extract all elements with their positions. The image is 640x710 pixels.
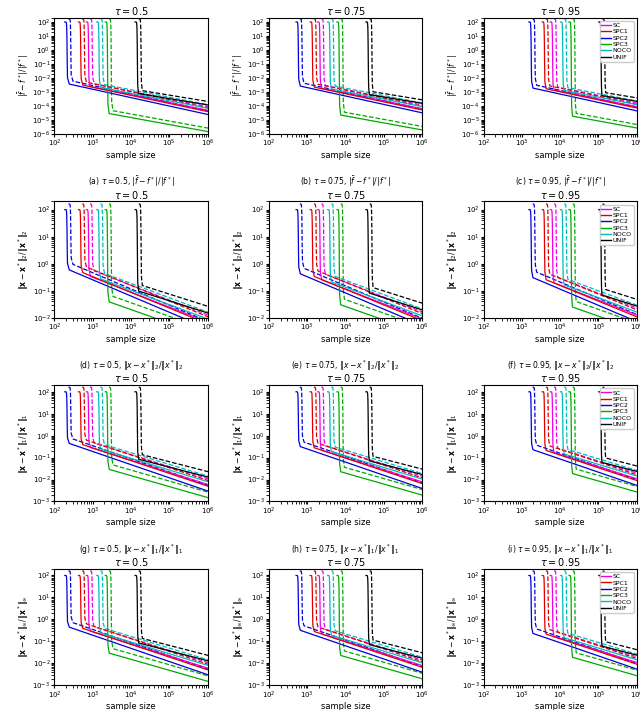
Y-axis label: $\|\mathbf{x}-\mathbf{x}^*\|_2/\|\mathbf{x}^*\|_2$: $\|\mathbf{x}-\mathbf{x}^*\|_2/\|\mathbf… xyxy=(231,229,246,290)
X-axis label: sample size: sample size xyxy=(535,702,585,710)
Title: $\tau = $0.5: $\tau = $0.5 xyxy=(114,189,148,201)
Y-axis label: $\|\mathbf{x}-\mathbf{x}^*\|_\infty/\|\mathbf{x}^*\|_\infty$: $\|\mathbf{x}-\mathbf{x}^*\|_\infty/\|\m… xyxy=(446,596,460,658)
Legend: SC, SPC1, SPC2, SPC3, NOCO, UNIF: SC, SPC1, SPC2, SPC3, NOCO, UNIF xyxy=(600,204,634,245)
Text: (b) $\tau = 0.75$, $|\bar{f} - f^*|/|f^*|$: (b) $\tau = 0.75$, $|\bar{f} - f^*|/|f^*… xyxy=(300,175,391,190)
Legend: SC, SPC1, SPC2, SPC3, NOCO, UNIF: SC, SPC1, SPC2, SPC3, NOCO, UNIF xyxy=(600,388,634,429)
Title: $\tau = $0.75: $\tau = $0.75 xyxy=(326,189,365,201)
Y-axis label: $\|\mathbf{x}-\mathbf{x}^*\|_1/\|\mathbf{x}^*\|_1$: $\|\mathbf{x}-\mathbf{x}^*\|_1/\|\mathbf… xyxy=(231,413,246,474)
X-axis label: sample size: sample size xyxy=(535,151,585,160)
X-axis label: sample size: sample size xyxy=(106,334,156,344)
X-axis label: sample size: sample size xyxy=(321,518,371,528)
Title: $\tau = $0.5: $\tau = $0.5 xyxy=(114,556,148,568)
Y-axis label: $|\bar{f}-f^*|/|f^*|$: $|\bar{f}-f^*|/|f^*|$ xyxy=(16,55,31,97)
Y-axis label: $|\bar{f}-f^*|/|f^*|$: $|\bar{f}-f^*|/|f^*|$ xyxy=(231,55,246,97)
Title: $\tau = $0.75: $\tau = $0.75 xyxy=(326,5,365,17)
Title: $\tau = $0.5: $\tau = $0.5 xyxy=(114,372,148,384)
Text: (i) $\tau = 0.95$, $\|x - x^*\|_1/\|x^*\|_1$: (i) $\tau = 0.95$, $\|x - x^*\|_1/\|x^*\… xyxy=(507,542,613,557)
Y-axis label: $\|\mathbf{x}-\mathbf{x}^*\|_1/\|\mathbf{x}^*\|_1$: $\|\mathbf{x}-\mathbf{x}^*\|_1/\|\mathbf… xyxy=(17,413,31,474)
Text: (a) $\tau = 0.5$, $|\bar{f} - f^*|/|f^*|$: (a) $\tau = 0.5$, $|\bar{f} - f^*|/|f^*|… xyxy=(88,175,174,190)
Text: (g) $\tau = 0.5$, $\|x - x^*\|_1/\|x^*\|_1$: (g) $\tau = 0.5$, $\|x - x^*\|_1/\|x^*\|… xyxy=(79,542,183,557)
X-axis label: sample size: sample size xyxy=(321,151,371,160)
Title: $\tau = $0.95: $\tau = $0.95 xyxy=(540,372,580,384)
Title: $\tau = $0.5: $\tau = $0.5 xyxy=(114,5,148,17)
Text: (h) $\tau = 0.75$, $\|x - x^*\|_1/\|x^*\|_1$: (h) $\tau = 0.75$, $\|x - x^*\|_1/\|x^*\… xyxy=(291,542,400,557)
Text: (c) $\tau = 0.95$, $|\bar{f} - f^*|/|f^*|$: (c) $\tau = 0.95$, $|\bar{f} - f^*|/|f^*… xyxy=(515,175,605,190)
X-axis label: sample size: sample size xyxy=(321,334,371,344)
X-axis label: sample size: sample size xyxy=(535,334,585,344)
Text: (d) $\tau = 0.5$, $\|x - x^*\|_2/\|x^*\|_2$: (d) $\tau = 0.5$, $\|x - x^*\|_2/\|x^*\|… xyxy=(79,359,183,373)
Title: $\tau = $0.75: $\tau = $0.75 xyxy=(326,556,365,568)
Y-axis label: $\|\mathbf{x}-\mathbf{x}^*\|_2/\|\mathbf{x}^*\|_2$: $\|\mathbf{x}-\mathbf{x}^*\|_2/\|\mathbf… xyxy=(446,229,460,290)
Legend: SC, SPC1, SPC2, SPC3, NOCO, UNIF: SC, SPC1, SPC2, SPC3, NOCO, UNIF xyxy=(600,572,634,613)
X-axis label: sample size: sample size xyxy=(106,702,156,710)
Title: $\tau = $0.95: $\tau = $0.95 xyxy=(540,556,580,568)
Y-axis label: $\|\mathbf{x}-\mathbf{x}^*\|_\infty/\|\mathbf{x}^*\|_\infty$: $\|\mathbf{x}-\mathbf{x}^*\|_\infty/\|\m… xyxy=(17,596,31,658)
X-axis label: sample size: sample size xyxy=(321,702,371,710)
Y-axis label: $|\bar{f}-f^*|/|f^*|$: $|\bar{f}-f^*|/|f^*|$ xyxy=(445,55,460,97)
Title: $\tau = $0.95: $\tau = $0.95 xyxy=(540,5,580,17)
Title: $\tau = $0.95: $\tau = $0.95 xyxy=(540,189,580,201)
Title: $\tau = $0.75: $\tau = $0.75 xyxy=(326,372,365,384)
Y-axis label: $\|\mathbf{x}-\mathbf{x}^*\|_1/\|\mathbf{x}^*\|_1$: $\|\mathbf{x}-\mathbf{x}^*\|_1/\|\mathbf… xyxy=(446,413,460,474)
Text: (e) $\tau = 0.75$, $\|x - x^*\|_2/\|x^*\|_2$: (e) $\tau = 0.75$, $\|x - x^*\|_2/\|x^*\… xyxy=(291,359,400,373)
Legend: SC, SPC1, SPC2, SPC3, NOCO, UNIF: SC, SPC1, SPC2, SPC3, NOCO, UNIF xyxy=(600,21,634,62)
X-axis label: sample size: sample size xyxy=(106,518,156,528)
X-axis label: sample size: sample size xyxy=(106,151,156,160)
Text: (f) $\tau = 0.95$, $\|x - x^*\|_2/\|x^*\|_2$: (f) $\tau = 0.95$, $\|x - x^*\|_2/\|x^*\… xyxy=(507,359,614,373)
X-axis label: sample size: sample size xyxy=(535,518,585,528)
Y-axis label: $\|\mathbf{x}-\mathbf{x}^*\|_2/\|\mathbf{x}^*\|_2$: $\|\mathbf{x}-\mathbf{x}^*\|_2/\|\mathbf… xyxy=(17,229,31,290)
Y-axis label: $\|\mathbf{x}-\mathbf{x}^*\|_\infty/\|\mathbf{x}^*\|_\infty$: $\|\mathbf{x}-\mathbf{x}^*\|_\infty/\|\m… xyxy=(231,596,246,658)
